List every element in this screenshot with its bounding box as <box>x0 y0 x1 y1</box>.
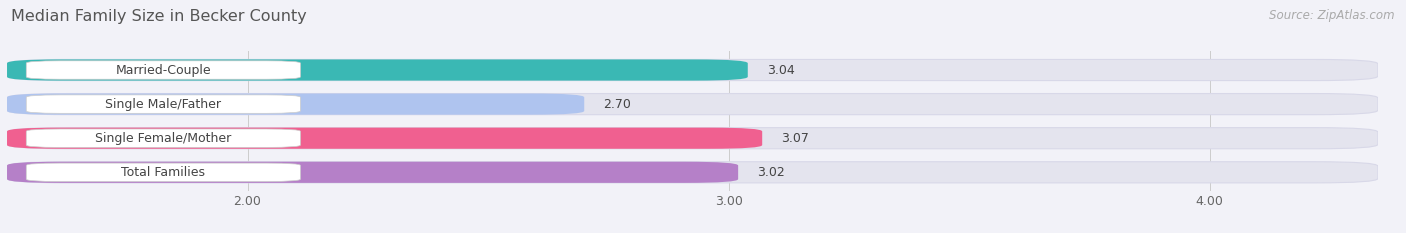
Text: Total Families: Total Families <box>121 166 205 179</box>
Text: 3.04: 3.04 <box>768 64 794 76</box>
Text: 2.70: 2.70 <box>603 98 631 111</box>
FancyBboxPatch shape <box>7 59 1378 81</box>
FancyBboxPatch shape <box>27 163 301 182</box>
FancyBboxPatch shape <box>7 128 762 149</box>
Text: Source: ZipAtlas.com: Source: ZipAtlas.com <box>1270 9 1395 22</box>
FancyBboxPatch shape <box>7 162 1378 183</box>
FancyBboxPatch shape <box>27 129 301 147</box>
FancyBboxPatch shape <box>7 59 748 81</box>
Text: Married-Couple: Married-Couple <box>115 64 211 76</box>
FancyBboxPatch shape <box>7 93 1378 115</box>
FancyBboxPatch shape <box>7 93 585 115</box>
Text: 3.07: 3.07 <box>782 132 810 145</box>
FancyBboxPatch shape <box>27 95 301 113</box>
Text: 3.02: 3.02 <box>758 166 785 179</box>
FancyBboxPatch shape <box>7 128 1378 149</box>
FancyBboxPatch shape <box>27 61 301 79</box>
Text: Median Family Size in Becker County: Median Family Size in Becker County <box>11 9 307 24</box>
FancyBboxPatch shape <box>7 162 738 183</box>
Text: Single Male/Father: Single Male/Father <box>105 98 221 111</box>
Text: Single Female/Mother: Single Female/Mother <box>96 132 232 145</box>
